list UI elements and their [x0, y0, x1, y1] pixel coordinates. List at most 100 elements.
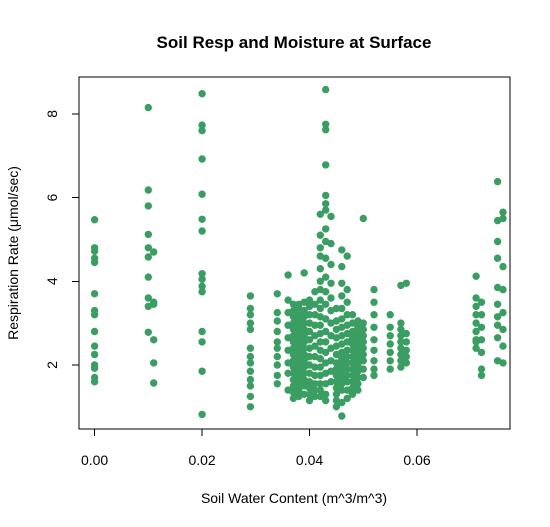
data-point: [316, 355, 324, 363]
data-point: [499, 342, 507, 350]
data-point: [90, 364, 99, 372]
data-point: [198, 155, 206, 163]
data-point: [316, 386, 324, 394]
data-point: [472, 344, 480, 352]
data-point: [386, 332, 394, 340]
data-point: [402, 352, 410, 361]
data-point: [322, 161, 330, 169]
data-point: [273, 317, 281, 325]
data-point: [322, 300, 330, 308]
data-point: [338, 279, 346, 287]
data-point: [322, 200, 330, 208]
data-point: [322, 120, 330, 128]
data-point: [338, 398, 346, 407]
data-point: [246, 319, 255, 327]
data-point: [305, 352, 314, 361]
data-point: [327, 378, 335, 386]
data-point: [90, 342, 99, 350]
data-point: [343, 346, 351, 354]
data-point: [386, 357, 394, 365]
data-point: [359, 344, 367, 352]
data-point: [327, 239, 335, 248]
data-point: [144, 273, 152, 281]
data-point: [316, 244, 324, 252]
data-point: [338, 412, 346, 420]
data-point: [316, 277, 324, 285]
data-point: [305, 311, 314, 319]
data-point: [327, 279, 335, 287]
data-point: [493, 300, 502, 308]
data-point: [144, 328, 152, 336]
data-point: [370, 357, 378, 365]
data-point: [322, 206, 330, 214]
data-point: [300, 332, 308, 340]
data-point: [370, 365, 378, 373]
data-point: [246, 375, 255, 384]
data-point: [305, 336, 314, 344]
data-point: [397, 363, 405, 371]
data-point: [305, 396, 314, 405]
data-point: [359, 214, 367, 223]
data-point: [300, 269, 308, 277]
data-point: [246, 344, 255, 352]
data-point: [370, 371, 378, 380]
data-point: [144, 253, 152, 261]
data-point: [343, 394, 351, 403]
data-point: [144, 202, 152, 210]
data-point: [386, 311, 394, 319]
data-point: [354, 361, 362, 369]
data-point: [90, 290, 99, 298]
data-point: [359, 325, 367, 334]
data-point: [402, 279, 410, 287]
data-point: [90, 378, 99, 386]
data-point: [246, 392, 255, 401]
data-point: [90, 311, 99, 319]
data-point: [316, 296, 324, 304]
data-point: [198, 338, 206, 346]
data-point: [322, 396, 330, 405]
data-point: [198, 288, 206, 296]
data-point: [284, 296, 292, 304]
data-point: [493, 334, 502, 342]
data-point: [493, 254, 502, 262]
data-point: [246, 304, 255, 313]
data-point: [348, 311, 357, 319]
data-point: [284, 369, 292, 377]
data-point: [322, 315, 330, 323]
data-point: [472, 319, 480, 327]
data-point: [402, 338, 410, 346]
data-point: [150, 336, 158, 344]
data-point: [338, 262, 346, 271]
data-point: [284, 271, 292, 279]
data-point: [295, 386, 303, 394]
data-point: [311, 363, 319, 371]
data-point: [359, 338, 367, 346]
data-point: [198, 270, 206, 278]
data-point: [499, 359, 507, 367]
data-point: [316, 321, 324, 329]
data-point: [359, 357, 367, 365]
data-point: [311, 300, 319, 308]
data-point: [338, 292, 346, 300]
data-point: [246, 292, 255, 300]
data-point: [198, 275, 206, 283]
data-point: [316, 231, 324, 239]
data-point: [477, 348, 486, 357]
data-point: [370, 298, 378, 306]
data-point: [499, 325, 507, 334]
data-point: [322, 85, 330, 94]
data-point: [300, 319, 308, 327]
data-point: [198, 227, 206, 235]
data-point: [359, 373, 367, 382]
y-axis-label: Respiration Rate (μmol/sec): [5, 166, 21, 340]
data-point: [386, 323, 394, 331]
data-point: [370, 285, 378, 294]
data-point: [322, 288, 330, 296]
data-point: [493, 237, 502, 246]
data-point: [316, 363, 324, 371]
data-point: [343, 285, 351, 294]
data-point: [273, 344, 281, 352]
data-point: [273, 290, 281, 298]
data-point: [402, 329, 410, 338]
data-point: [144, 103, 152, 112]
